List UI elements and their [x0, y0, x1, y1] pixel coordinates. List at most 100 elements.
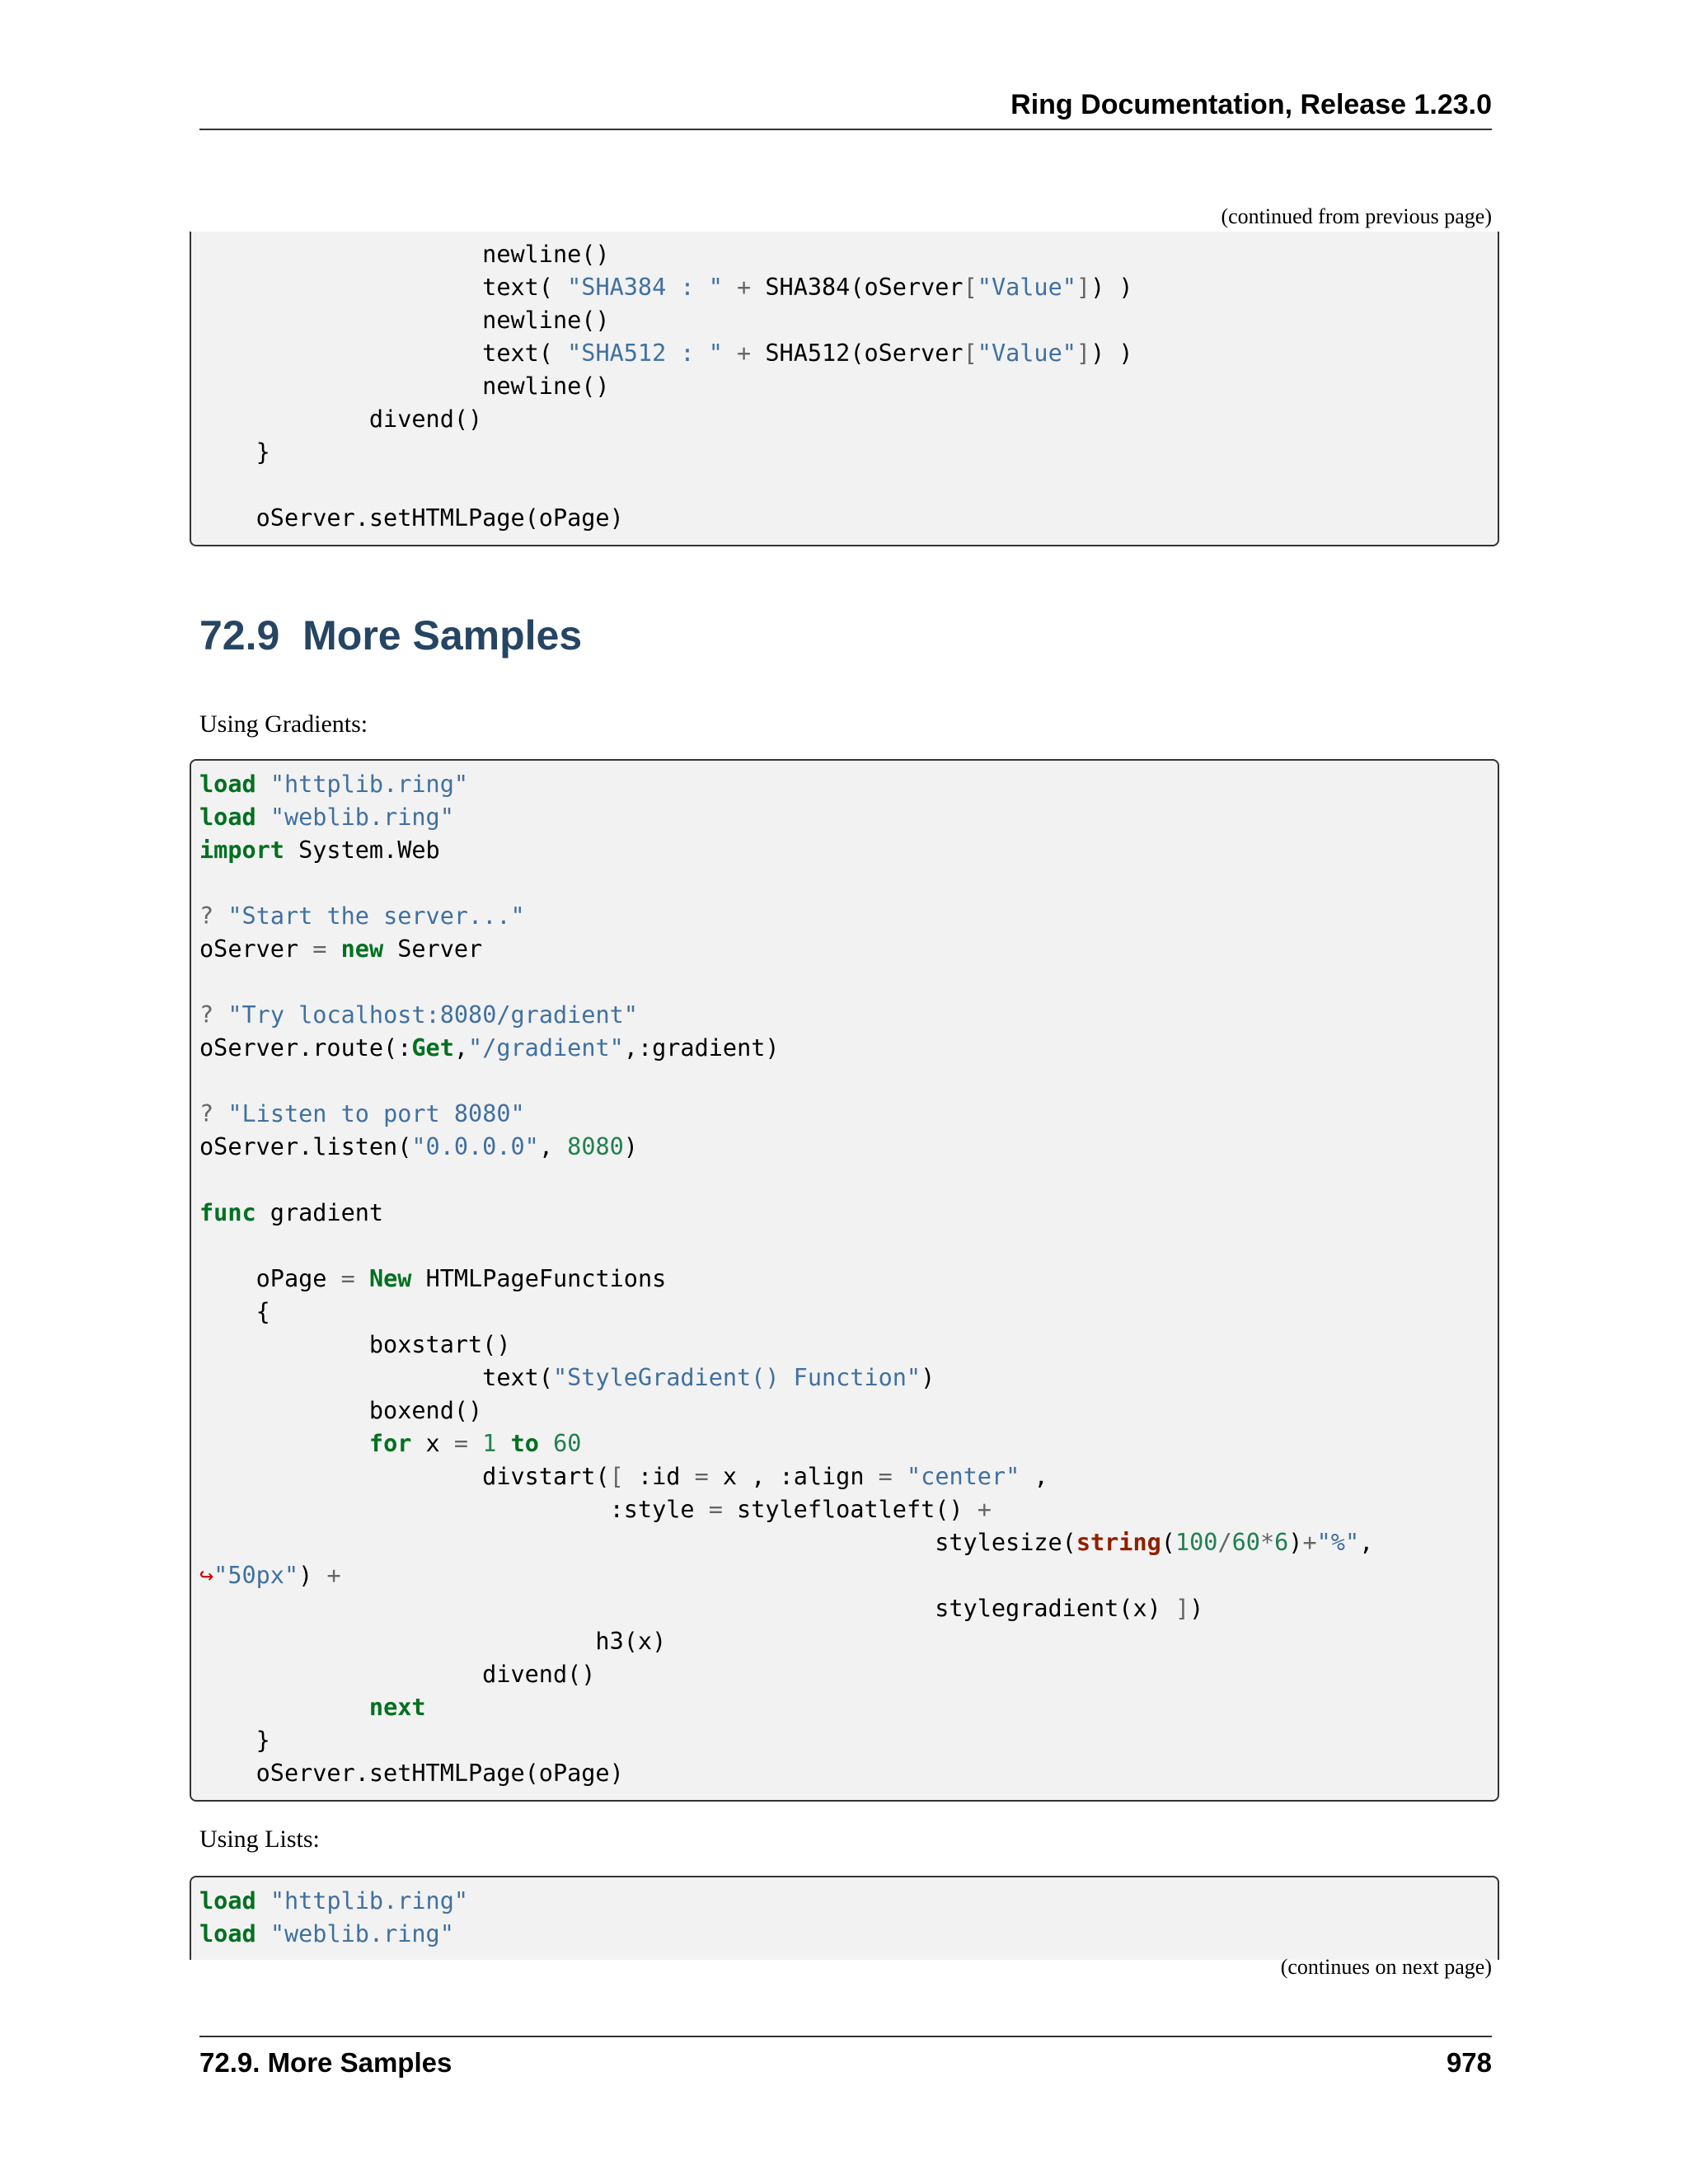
code-line: import System.Web: [199, 834, 1489, 867]
code-text: oServer.listen(: [199, 1133, 412, 1160]
code-operator: +: [737, 340, 752, 367]
code-keyword: new: [340, 935, 384, 963]
code-text: text(: [199, 1364, 553, 1391]
code-line: newline(): [199, 370, 1489, 403]
code-text: text(: [199, 274, 568, 301]
code-operator: ]: [1076, 340, 1091, 367]
code-line: next: [199, 1691, 1489, 1724]
code-line: boxend(): [199, 1394, 1489, 1427]
code-text: [213, 902, 227, 930]
code-text: ): [298, 1562, 327, 1589]
code-text: text(: [199, 340, 568, 367]
code-line: func gradient: [199, 1197, 1489, 1230]
code-text: ): [623, 1133, 638, 1160]
code-keyword: load: [199, 804, 256, 831]
running-header: Ring Documentation, Release 1.23.0: [1010, 89, 1492, 120]
code-text: ,: [1020, 1463, 1048, 1490]
code-line: ↪"50px") +: [199, 1559, 1489, 1592]
code-text: stylegradient(x): [199, 1595, 1175, 1622]
code-text: [496, 1430, 510, 1457]
code-line: oServer.setHTMLPage(oPage): [199, 1757, 1489, 1790]
code-text: newline(): [199, 373, 610, 400]
code-text: ): [1189, 1595, 1204, 1622]
code-text: ) ): [1090, 274, 1133, 301]
code-text: divstart(: [199, 1463, 610, 1490]
code-line: oServer.setHTMLPage(oPage): [199, 502, 1489, 535]
code-line: newline(): [199, 304, 1489, 337]
para-using-lists: Using Lists:: [199, 1825, 320, 1853]
code-keyword: for: [368, 1430, 412, 1457]
code-keyword: load: [199, 1887, 256, 1915]
code-line: [199, 1230, 1489, 1263]
code-text: [256, 1920, 270, 1947]
code-string: "weblib.ring": [270, 804, 454, 831]
code-keyword: load: [199, 771, 256, 798]
code-operator: =: [694, 1463, 709, 1490]
code-operator: ?: [199, 1001, 214, 1029]
code-line: stylesize(string(100/60*6)+"%",: [199, 1526, 1489, 1559]
code-line: text( "SHA512 : " + SHA512(oServer["Valu…: [199, 337, 1489, 370]
code-operator: *: [1259, 1529, 1275, 1556]
code-text: }: [199, 1727, 270, 1754]
code-operator: +: [977, 1496, 992, 1523]
code-block-gradients: load "httplib.ring" load "weblib.ring" imp…: [190, 759, 1499, 1802]
code-string: "weblib.ring": [270, 1920, 454, 1947]
code-operator: =: [878, 1463, 893, 1490]
footer-section: 72.9. More Samples: [199, 2047, 452, 2078]
code-text: stylesize(: [199, 1529, 1076, 1556]
code-operator: ?: [199, 1100, 214, 1127]
code-text: :style: [199, 1496, 709, 1523]
continues-on-note: (continues on next page): [1280, 1955, 1492, 1979]
code-text: ,: [453, 1034, 469, 1062]
code-line: load "weblib.ring": [199, 1918, 1489, 1951]
code-line: text( "SHA384 : " + SHA384(oServer["Valu…: [199, 271, 1489, 304]
code-operator: =: [453, 1430, 469, 1457]
code-text: [256, 771, 270, 798]
code-text: }: [199, 438, 270, 466]
code-operator: [: [963, 274, 978, 301]
code-text: boxend(): [199, 1397, 483, 1424]
code-line: divstart([ :id = x , :align = "center" ,: [199, 1460, 1489, 1493]
code-string: "Value": [977, 340, 1076, 367]
code-string: "Try localhost:8080/gradient": [227, 1001, 638, 1029]
code-line: ? "Try localhost:8080/gradient": [199, 999, 1489, 1032]
code-string: "SHA384 : ": [567, 274, 723, 301]
code-string: "httplib.ring": [270, 1887, 469, 1915]
continued-from-note: (continued from previous page): [1221, 204, 1492, 228]
code-text: ): [1288, 1529, 1303, 1556]
code-number: 8080: [567, 1133, 624, 1160]
code-text: SHA384(oServer: [751, 274, 964, 301]
code-text: newline(): [199, 241, 610, 268]
code-text: [199, 1430, 369, 1457]
footer-rule: [199, 2036, 1492, 2037]
code-keyword: next: [368, 1694, 426, 1721]
code-line: {: [199, 1296, 1489, 1329]
code-keyword: New: [368, 1265, 412, 1292]
code-line: oServer.listen("0.0.0.0", 8080): [199, 1131, 1489, 1164]
code-text: x , :align: [708, 1463, 879, 1490]
code-number: 6: [1274, 1529, 1289, 1556]
para-using-gradients: Using Gradients:: [199, 710, 368, 738]
code-keyword: load: [199, 1920, 256, 1947]
code-text: divend(): [199, 1661, 596, 1688]
code-line: ? "Listen to port 8080": [199, 1098, 1489, 1131]
code-string: "center": [907, 1463, 1020, 1490]
code-text: [326, 935, 340, 963]
code-text: ) ): [1090, 340, 1133, 367]
code-text: oServer: [199, 935, 313, 963]
section-title: More Samples: [302, 612, 583, 658]
code-line: [199, 1164, 1489, 1197]
code-line: :style = stylefloatleft() +: [199, 1493, 1489, 1526]
code-text: [468, 1430, 482, 1457]
code-number: 60: [1231, 1529, 1260, 1556]
code-text: [213, 1001, 227, 1029]
code-line: divend(): [199, 1658, 1489, 1691]
code-line: }: [199, 1724, 1489, 1757]
code-string: "SHA512 : ": [567, 340, 723, 367]
section-number: 72.9: [199, 612, 280, 658]
code-text: [199, 1694, 369, 1721]
code-operator: ]: [1175, 1595, 1190, 1622]
code-string: "0.0.0.0": [411, 1133, 539, 1160]
code-number: 60: [553, 1430, 582, 1457]
code-keyword: func: [199, 1199, 256, 1226]
